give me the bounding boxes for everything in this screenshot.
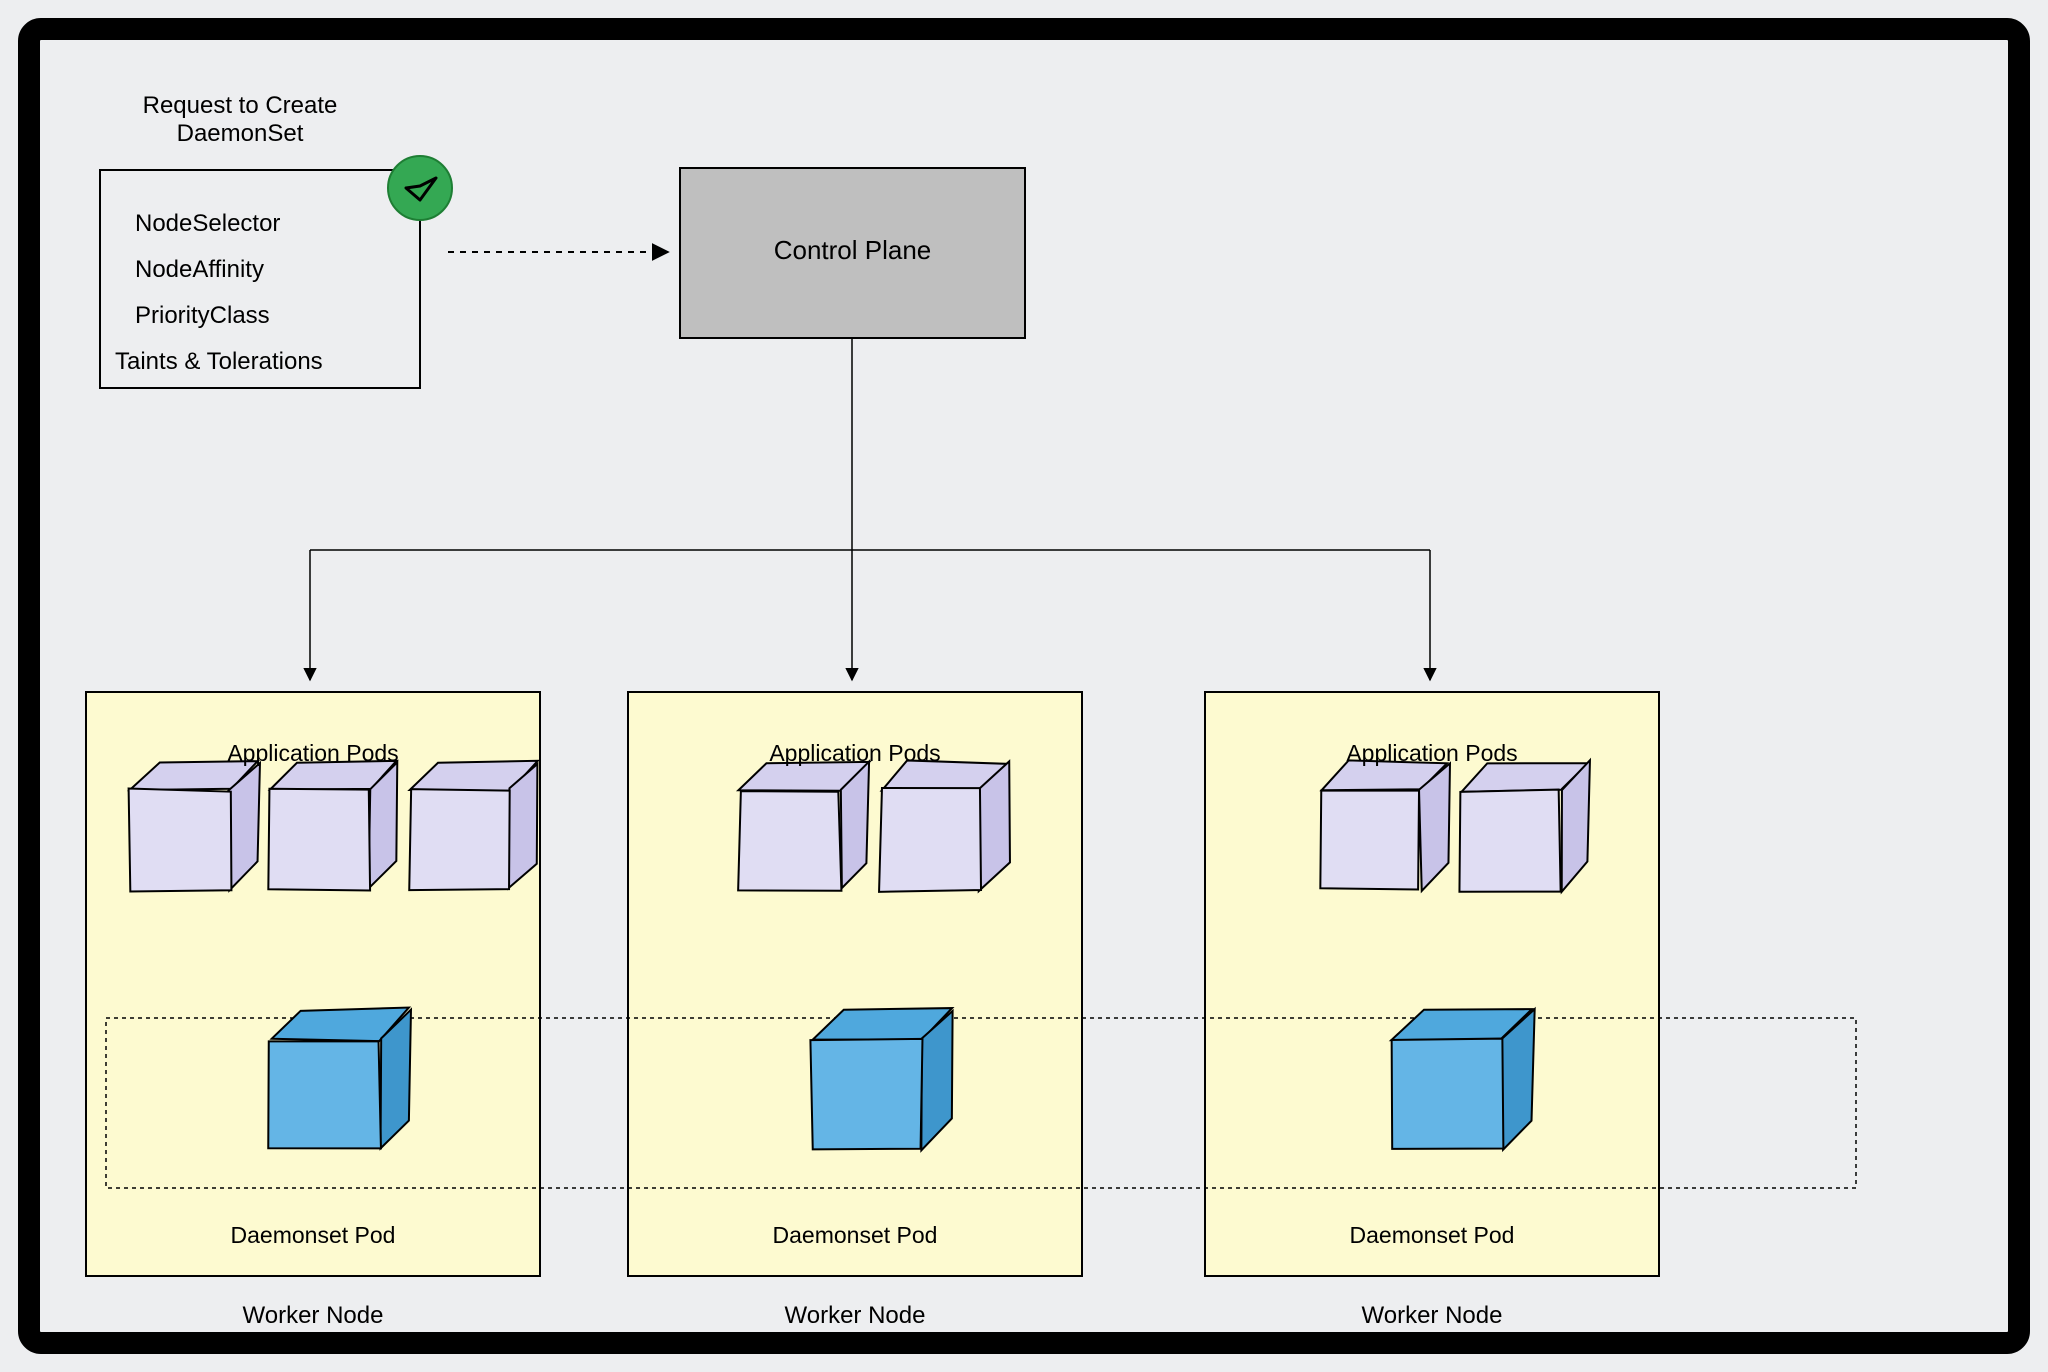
control-plane-label: Control Plane xyxy=(680,235,1025,266)
worker-node-label: Worker Node xyxy=(1232,1302,1632,1330)
app-pod-cube-icon xyxy=(738,791,841,891)
app-pod-cube-icon xyxy=(879,788,981,892)
request-box-title: Request to Create DaemonSet xyxy=(100,92,380,148)
request-item: Taints & Tolerations xyxy=(115,348,323,376)
app-pod-cube-icon xyxy=(1459,790,1560,892)
daemonset-pod-cube-icon xyxy=(268,1041,381,1148)
worker-node-label: Worker Node xyxy=(113,1302,513,1330)
app-pod-cube-icon xyxy=(129,788,232,891)
daemonset-pod-cube-icon xyxy=(1392,1039,1504,1149)
daemonset-pod-label: Daemonset Pod xyxy=(113,1222,513,1249)
check-badge-icon xyxy=(388,156,452,220)
app-pods-label: Application Pods xyxy=(655,740,1055,767)
request-item: NodeSelector xyxy=(135,210,280,238)
daemonset-pod-cube-icon xyxy=(810,1039,922,1149)
app-pods-label: Application Pods xyxy=(1232,740,1632,767)
daemonset-pod-label: Daemonset Pod xyxy=(1232,1222,1632,1249)
app-pods-label: Application Pods xyxy=(113,740,513,767)
app-pod-cube-icon xyxy=(268,789,370,891)
app-pod-cube-icon xyxy=(409,789,509,890)
daemonset-pod-label: Daemonset Pod xyxy=(655,1222,1055,1249)
app-pod-cube-icon xyxy=(1320,791,1419,890)
worker-node-label: Worker Node xyxy=(655,1302,1055,1330)
diagram-svg xyxy=(0,0,2048,1372)
request-item: NodeAffinity xyxy=(135,256,264,284)
request-item: PriorityClass xyxy=(135,302,270,330)
